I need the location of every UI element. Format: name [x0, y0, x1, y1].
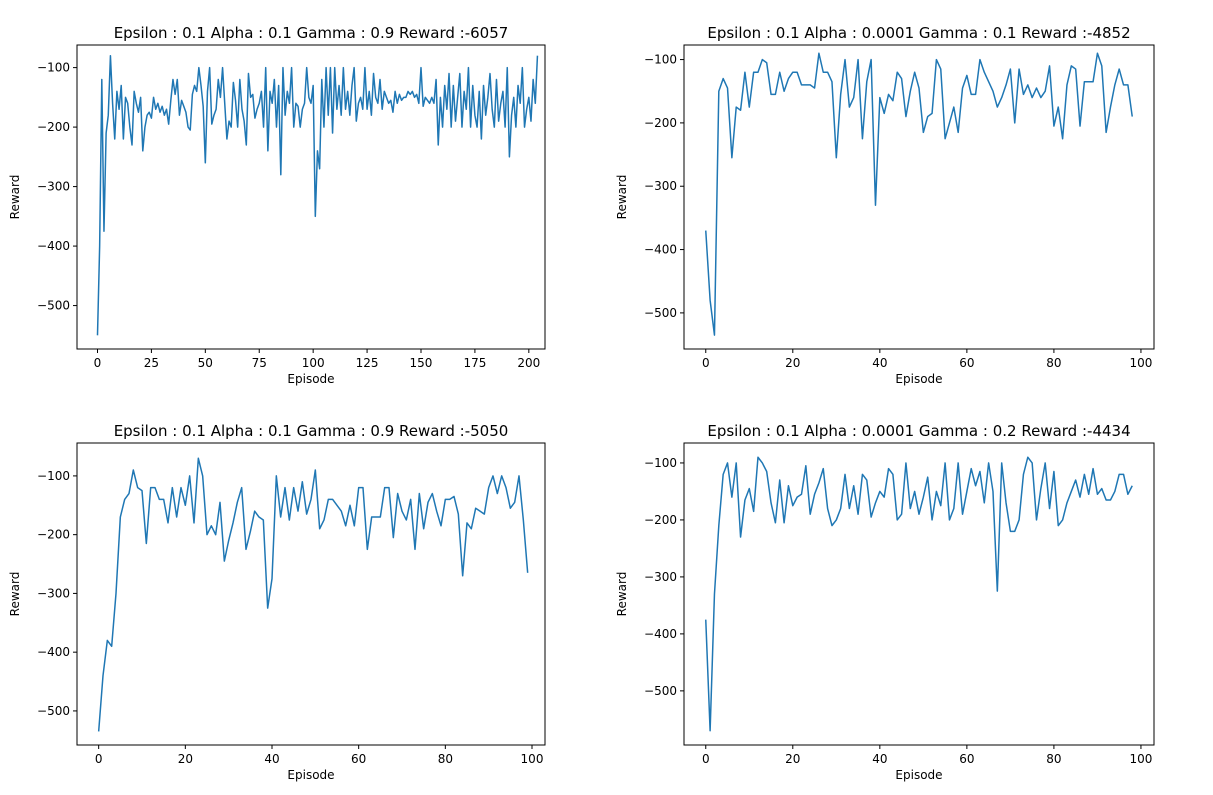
x-axis-label: Episode — [287, 768, 334, 782]
y-tick-label: −300 — [37, 180, 70, 194]
y-tick-label: −500 — [644, 684, 677, 698]
y-tick-label: −500 — [37, 299, 70, 313]
x-tick-label: 80 — [438, 752, 453, 766]
chart-title: Epsilon : 0.1 Alpha : 0.1 Gamma : 0.9 Re… — [114, 422, 509, 440]
x-tick-label: 100 — [521, 752, 544, 766]
x-tick-label: 25 — [144, 356, 159, 370]
y-tick-label: −300 — [644, 179, 677, 193]
x-tick-label: 75 — [252, 356, 267, 370]
x-tick-label: 0 — [702, 752, 710, 766]
x-tick-label: 0 — [94, 356, 102, 370]
x-tick-label: 60 — [959, 752, 974, 766]
axes-frame — [683, 442, 1155, 746]
subplot-1: 0 25 50 75 100 125 150 175 200 −500 −400 −300 −200 −1… — [8, 24, 546, 386]
axes-frame — [76, 442, 546, 746]
x-tick-label: 40 — [264, 752, 279, 766]
series-line — [705, 456, 1133, 732]
y-axis-label: Reward — [8, 572, 22, 617]
y-tick-label: −300 — [644, 570, 677, 584]
x-tick-label: 150 — [410, 356, 433, 370]
y-tick-label: −400 — [37, 239, 70, 253]
x-axis-label: Episode — [895, 768, 942, 782]
x-tick-label: 60 — [351, 752, 366, 766]
series-line — [96, 54, 539, 336]
y-axis-label: Reward — [8, 175, 22, 220]
chart-title: Epsilon : 0.1 Alpha : 0.1 Gamma : 0.9 Re… — [114, 24, 509, 42]
subplot-3: 0 20 40 60 80 100 −500 −400 −300 −200 −100 Epsilon … — [8, 422, 546, 782]
x-tick-label: 60 — [959, 356, 974, 370]
y-tick-label: −200 — [37, 120, 70, 134]
y-tick-label: −200 — [644, 513, 677, 527]
y-tick-label: −400 — [644, 243, 677, 257]
x-tick-label: 200 — [517, 356, 540, 370]
y-tick-label: −100 — [644, 53, 677, 67]
x-tick-label: 100 — [1129, 752, 1152, 766]
y-tick-label: −100 — [37, 469, 70, 483]
x-tick-label: 80 — [1046, 752, 1061, 766]
y-axis-label: Reward — [615, 175, 629, 220]
x-tick-label: 100 — [302, 356, 325, 370]
x-tick-label: 175 — [463, 356, 486, 370]
x-tick-label: 40 — [872, 752, 887, 766]
y-tick-label: −400 — [644, 627, 677, 641]
x-tick-label: 50 — [198, 356, 213, 370]
x-tick-label: 20 — [178, 752, 193, 766]
y-tick-label: −500 — [644, 306, 677, 320]
y-tick-label: −200 — [644, 116, 677, 130]
y-tick-label: −300 — [37, 586, 70, 600]
axes-frame — [76, 44, 546, 350]
x-tick-label: 0 — [702, 356, 710, 370]
chart-title: Epsilon : 0.1 Alpha : 0.0001 Gamma : 0.1… — [707, 24, 1130, 42]
subplot-2: 0 20 40 60 80 100 −500 −400 −300 −200 −100 Epsilon … — [615, 24, 1155, 386]
y-tick-label: −400 — [37, 645, 70, 659]
x-axis-label: Episode — [287, 372, 334, 386]
y-tick-label: −500 — [37, 704, 70, 718]
x-tick-label: 80 — [1046, 356, 1061, 370]
x-tick-label: 20 — [785, 356, 800, 370]
axes-frame — [683, 44, 1155, 350]
x-tick-label: 0 — [95, 752, 103, 766]
x-tick-label: 40 — [872, 356, 887, 370]
series-line — [97, 457, 529, 732]
chart-title: Epsilon : 0.1 Alpha : 0.0001 Gamma : 0.2… — [707, 422, 1130, 440]
subplot-4: 0 20 40 60 80 100 −500 −400 −300 −200 −100 Epsilon … — [615, 422, 1155, 782]
y-tick-label: −200 — [37, 528, 70, 542]
y-axis-label: Reward — [615, 572, 629, 617]
x-axis-label: Episode — [895, 372, 942, 386]
x-tick-label: 20 — [785, 752, 800, 766]
series-line — [705, 52, 1133, 336]
y-tick-label: −100 — [37, 61, 70, 75]
y-tick-label: −100 — [644, 456, 677, 470]
x-tick-label: 125 — [356, 356, 379, 370]
x-tick-label: 100 — [1129, 356, 1152, 370]
